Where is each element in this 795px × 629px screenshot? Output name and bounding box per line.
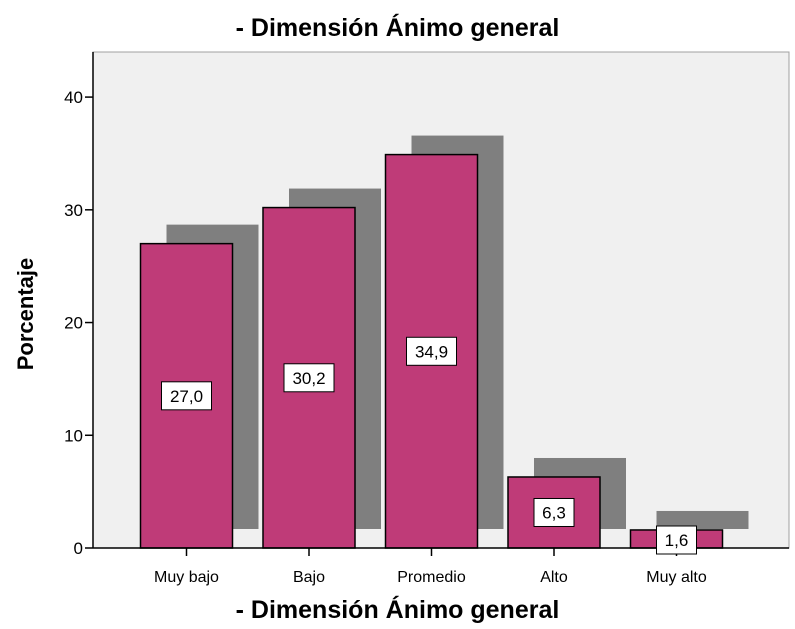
y-tick-label: 10	[64, 426, 83, 445]
x-tick-label: Alto	[540, 569, 568, 586]
data-label: 30,2	[292, 369, 325, 388]
y-tick-label: 40	[64, 88, 83, 107]
data-label: 1,6	[665, 531, 689, 550]
data-label: 34,9	[415, 342, 448, 361]
data-label: 27,0	[170, 387, 203, 406]
data-label-box	[406, 336, 457, 366]
x-tick-label: Bajo	[293, 569, 325, 586]
chart-title: - Dimensión Ánimo general	[235, 14, 560, 42]
data-label-box	[656, 525, 697, 555]
data-label-box	[161, 381, 212, 411]
y-tick-label: 30	[64, 201, 83, 220]
y-tick-label: 0	[74, 539, 83, 558]
data-label: 6,3	[542, 503, 566, 522]
x-tick-label: Muy alto	[646, 569, 707, 586]
data-label-box	[283, 363, 335, 393]
bar-shadow	[656, 510, 749, 529]
x-tick-label: Muy bajo	[154, 569, 219, 586]
x-tick-label: Promedio	[397, 569, 466, 586]
data-label-box	[533, 497, 575, 527]
y-tick-label: 20	[64, 314, 83, 333]
x-axis-title: - Dimensión Ánimo general	[235, 596, 560, 624]
